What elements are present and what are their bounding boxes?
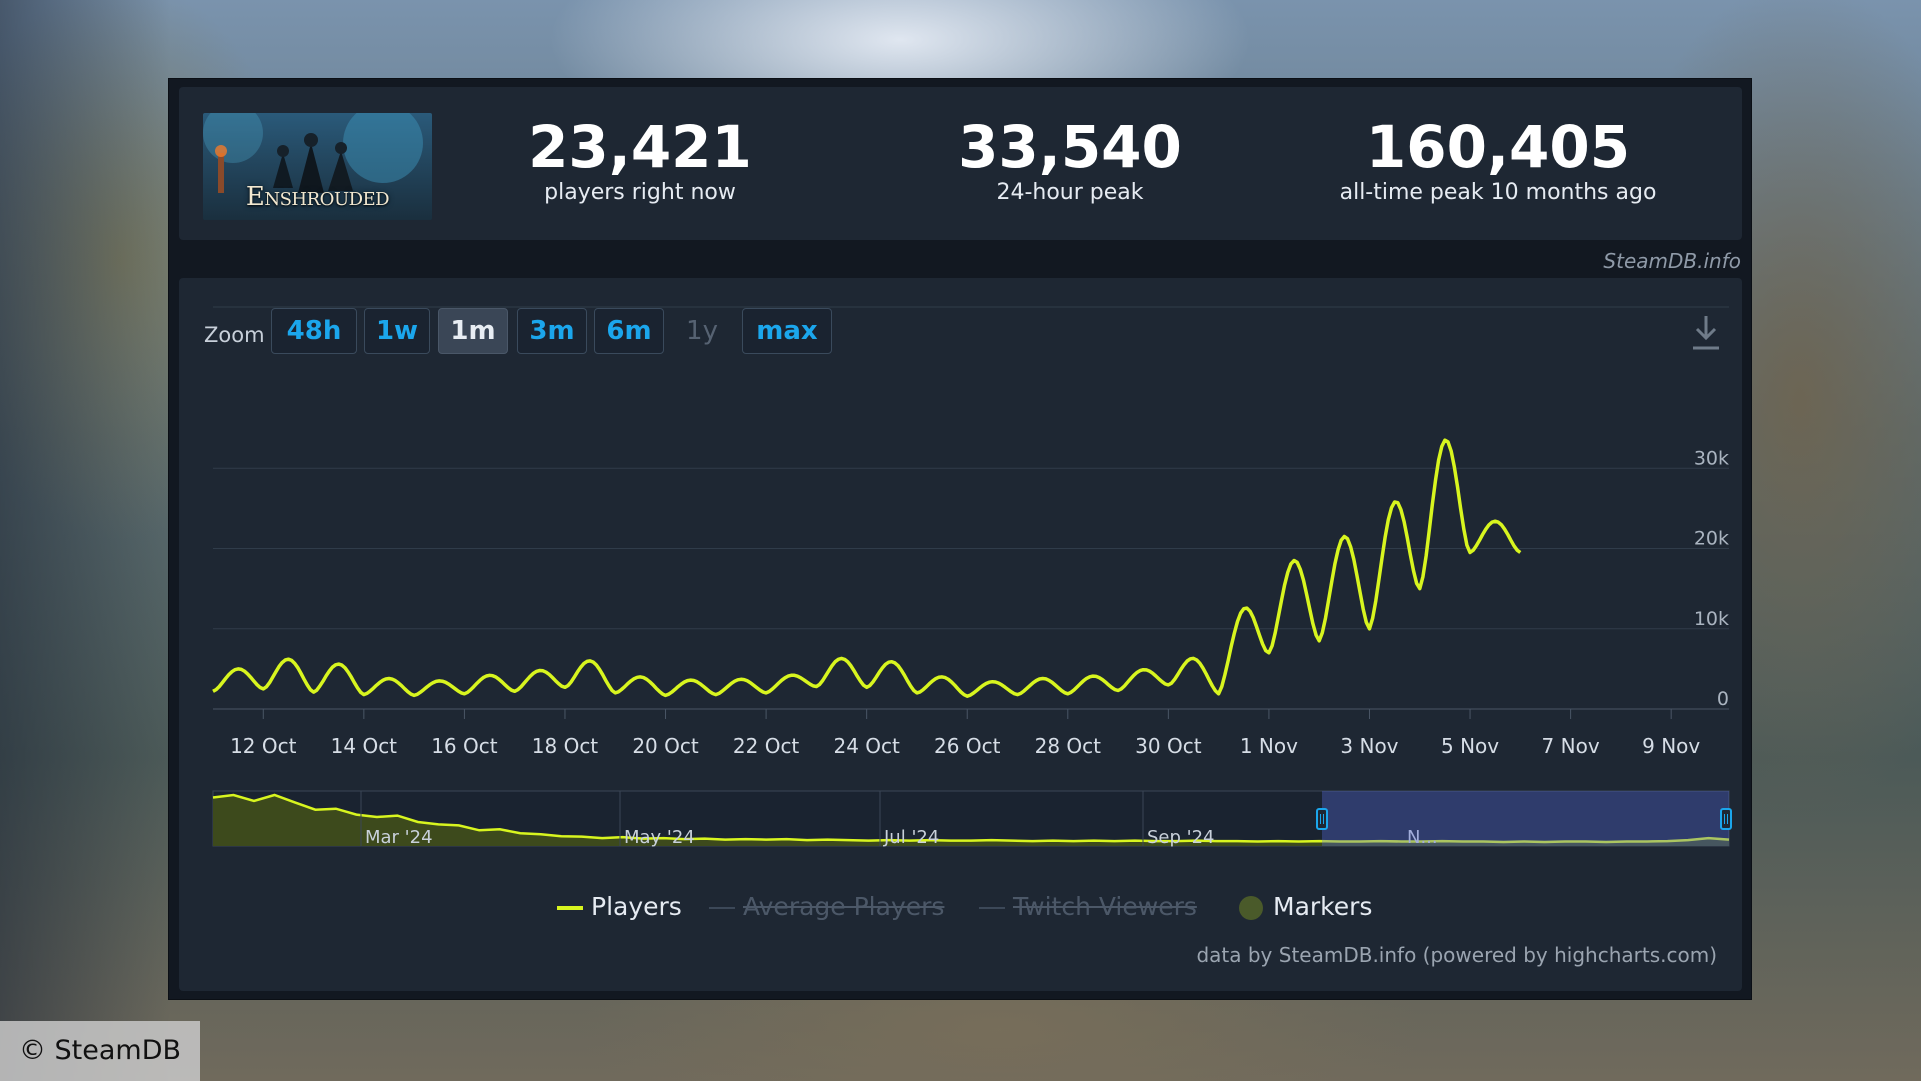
- x-tick-label: 14 Oct: [331, 734, 398, 758]
- all-time-peak-stat: 160,405 all-time peak 10 months ago: [1298, 115, 1698, 207]
- stats-header: Enshrouded 23,421 players right now 33,5…: [179, 87, 1742, 240]
- peak-24h-value: 33,540: [958, 113, 1182, 181]
- game-thumbnail[interactable]: Enshrouded: [203, 113, 432, 220]
- current-players-value: 23,421: [528, 113, 752, 181]
- x-tick-label: 20 Oct: [632, 734, 699, 758]
- chart-panel: Zoom 48h 1w 1m 3m 6m 1y max 0 10k 20k 30k 1…: [179, 278, 1742, 991]
- navigator-label: N...: [1407, 827, 1438, 848]
- x-tick-label: 28 Oct: [1035, 734, 1102, 758]
- player-chart[interactable]: 0 10k 20k 30k 12 Oct 14 Oct 16 Oct 18 Oct 20 Oc…: [179, 278, 1742, 878]
- steamdb-credit[interactable]: SteamDB.info: [1603, 249, 1741, 273]
- zoom-1y-button[interactable]: 1y: [686, 316, 718, 346]
- navigator-label: Jul '24: [883, 827, 939, 848]
- navigator-selection: [1322, 791, 1729, 846]
- y-tick-label: 0: [1717, 688, 1729, 710]
- zoom-6m-button[interactable]: 6m: [594, 308, 664, 354]
- navigator-area: [213, 795, 1729, 846]
- navigator-label: May '24: [624, 827, 695, 848]
- navigator-label: Sep '24: [1147, 827, 1215, 848]
- download-icon[interactable]: [1690, 312, 1722, 352]
- legend-twitch-viewers[interactable]: Twitch Viewers: [979, 890, 1197, 924]
- x-tick-label: 22 Oct: [733, 734, 800, 758]
- legend-players-swatch: [557, 906, 583, 910]
- legend-twitch-label: Twitch Viewers: [1013, 892, 1197, 921]
- peak-24h-label: 24-hour peak: [996, 180, 1144, 205]
- legend-players[interactable]: Players: [557, 890, 682, 924]
- y-tick-label: 10k: [1694, 608, 1729, 630]
- x-tick-label: 5 Nov: [1441, 734, 1499, 758]
- legend-markers[interactable]: Markers: [1239, 890, 1372, 924]
- zoom-3m-button[interactable]: 3m: [517, 308, 587, 354]
- navigator-label: Mar '24: [365, 827, 433, 848]
- game-logo-text: Enshrouded: [245, 182, 390, 212]
- legend-markers-label: Markers: [1273, 892, 1373, 921]
- x-tick-label: 26 Oct: [934, 734, 1001, 758]
- x-tick-label: 3 Nov: [1340, 734, 1398, 758]
- x-tick-label: 9 Nov: [1642, 734, 1700, 758]
- navigator-line: [212, 793, 1730, 844]
- current-players-label: players right now: [544, 180, 736, 205]
- all-time-peak-label: all-time peak 10 months ago: [1339, 180, 1657, 205]
- legend-average-players[interactable]: Average Players: [709, 890, 944, 924]
- zoom-48h-button[interactable]: 48h: [271, 308, 357, 354]
- current-players-stat: 23,421 players right now: [440, 115, 840, 207]
- x-tick-label: 16 Oct: [431, 734, 498, 758]
- x-tick-label: 12 Oct: [230, 734, 297, 758]
- copyright-badge: © SteamDB: [0, 1021, 200, 1081]
- all-time-peak-value: 160,405: [1365, 113, 1631, 181]
- navigator-handle-right: [1720, 808, 1732, 830]
- zoom-1m-button[interactable]: 1m: [438, 308, 508, 354]
- x-axis: 12 Oct 14 Oct 16 Oct 18 Oct 20 Oct 22 Oct 24 O…: [230, 709, 1700, 758]
- players-series-line: [212, 438, 1522, 698]
- legend-players-label: Players: [591, 892, 682, 921]
- peak-24h-stat: 33,540 24-hour peak: [870, 115, 1270, 207]
- navigator-handle-left: [1316, 808, 1328, 830]
- x-tick-label: 30 Oct: [1135, 734, 1202, 758]
- legend-twitch-swatch: [979, 907, 1005, 909]
- chart-grid: [213, 306, 1729, 710]
- legend-markers-dot: [1239, 896, 1263, 920]
- zoom-max-button[interactable]: max: [742, 308, 832, 354]
- zoom-label: Zoom: [204, 323, 265, 347]
- highcharts-credit[interactable]: data by SteamDB.info (powered by highcha…: [1196, 943, 1717, 967]
- legend-average-swatch: [709, 907, 735, 909]
- game-art-image: [203, 113, 423, 193]
- y-axis-labels: 0 10k 20k 30k: [1694, 447, 1729, 710]
- navigator[interactable]: Mar '24 May '24 Jul '24 Sep '24 N...: [212, 790, 1732, 848]
- x-tick-label: 24 Oct: [833, 734, 900, 758]
- zoom-1w-button[interactable]: 1w: [364, 308, 430, 354]
- background-shade: [0, 0, 170, 1081]
- x-tick-label: 7 Nov: [1542, 734, 1600, 758]
- y-tick-label: 30k: [1694, 447, 1729, 469]
- legend-average-label: Average Players: [743, 892, 945, 921]
- player-count-card: Enshrouded 23,421 players right now 33,5…: [168, 78, 1752, 1000]
- x-tick-label: 1 Nov: [1240, 734, 1298, 758]
- y-tick-label: 20k: [1694, 528, 1729, 550]
- x-tick-label: 18 Oct: [532, 734, 599, 758]
